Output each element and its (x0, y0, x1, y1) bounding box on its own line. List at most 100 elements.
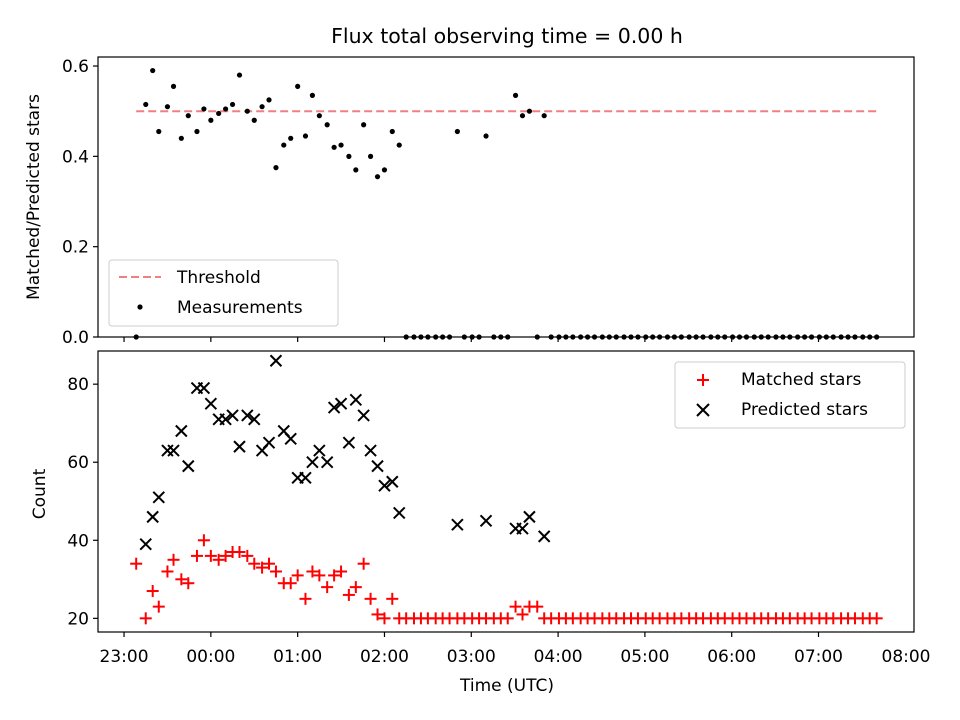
predicted-star-b (226, 409, 239, 422)
bottom-x-tick-label: 01:00 (273, 647, 322, 667)
measurement-point (143, 101, 149, 108)
legend-measurements-label: Measurements (177, 298, 303, 318)
measurement-point (150, 67, 156, 74)
measurement-point (526, 108, 533, 114)
matched-star-point (516, 608, 529, 621)
matched-star-point (269, 565, 282, 578)
predicted-star-point (226, 409, 239, 422)
bottom-x-tick-label: 07:00 (794, 647, 843, 667)
matched-star-point (241, 549, 254, 562)
bottom-y-tick-label: 40 (67, 531, 89, 551)
predicted-star-point (284, 432, 297, 446)
measurement-point (512, 92, 519, 98)
matched-star-point (152, 600, 165, 613)
predicted-star-point (364, 444, 377, 457)
matched-star-point (248, 557, 261, 570)
predicted-star-point (342, 436, 356, 449)
predicted-star-b (451, 518, 464, 531)
legend-predicted-swatch (696, 403, 710, 417)
measurement-point (244, 108, 250, 114)
predicted-star-b (516, 522, 529, 535)
measurement-point (259, 104, 265, 110)
measurement-point (201, 106, 207, 112)
predicted-star-point (349, 393, 363, 406)
matched-star-point (501, 612, 514, 625)
bottom-y-ticks: 20 40 60 80 (67, 375, 98, 629)
predicted-star-point (327, 401, 341, 414)
predicted-star-point (219, 413, 232, 426)
matched-star-point (349, 581, 362, 594)
measurement-point (316, 113, 322, 119)
measurement-point (194, 128, 200, 135)
bottom-y-tick-label: 20 (67, 609, 89, 629)
matched-star-point (357, 557, 370, 570)
matched-star-point (371, 608, 384, 621)
predicted-star-point (451, 518, 464, 531)
predicted-star-point (197, 381, 211, 395)
predicted-star-b (152, 491, 165, 504)
matched-star-point (146, 585, 159, 598)
legend-predicted-label: Predicted stars (741, 400, 868, 420)
predicted-star-b (364, 444, 377, 457)
predicted-star-b (284, 432, 297, 446)
predicted-star-point (393, 506, 406, 520)
matched-star-point (870, 612, 883, 625)
legend-matched-label: Matched stars (741, 370, 861, 390)
top-panel: 0.0 0.2 0.4 0.6 Matched/Predicted stars Thr… (24, 56, 915, 348)
predicted-star-b (262, 436, 276, 449)
predicted-star-b (378, 479, 391, 492)
measurement-point (367, 153, 374, 159)
predicted-star-b (277, 424, 290, 438)
matched-star-point (386, 592, 399, 605)
predicted-star-point (516, 522, 529, 535)
predicted-star-b (320, 456, 334, 469)
measurement-point (302, 133, 309, 139)
predicted-star-b (386, 475, 399, 488)
predicted-star-point (523, 510, 536, 524)
measurement-point (324, 122, 330, 128)
measurement-point (454, 128, 460, 135)
measurement-point (178, 135, 184, 141)
bottom-x-tick-label: 08:00 (882, 647, 931, 667)
bottom-panel: 20 40 60 80 23:00 00:00 01:00 02:00 03:00 04:00 0… (30, 350, 931, 696)
predicted-star-point (175, 424, 188, 438)
predicted-star-b (175, 424, 188, 438)
bottom-y-axis-label: Count (30, 468, 50, 519)
predicted-star-b (393, 506, 406, 520)
bottom-x-tick-label: 05:00 (620, 647, 669, 667)
predicted-star-point (313, 444, 326, 457)
matched-star-point (204, 549, 217, 562)
legend-threshold-label: Threshold (176, 268, 261, 288)
measurement-point (164, 104, 171, 110)
top-y-ticks: 0.0 0.2 0.4 0.6 (62, 57, 98, 348)
top-legend-box (108, 259, 339, 327)
matched-star-point (233, 545, 246, 558)
bottom-legend: Matched stars Predicted stars (674, 361, 906, 429)
predicted-star-point (182, 459, 195, 473)
predicted-star-point (537, 530, 551, 543)
predicted-star-b (248, 413, 261, 426)
predicted-star-point (357, 409, 370, 422)
matched-star-point (219, 549, 232, 562)
predicted-star-b (327, 401, 341, 414)
chart-title: Flux total observing time = 0.00 h (331, 24, 683, 48)
predicted-star-point (262, 436, 276, 449)
bottom-x-tick-label: 00:00 (186, 647, 235, 667)
measurement-point (185, 113, 191, 119)
matched-star-point (378, 612, 391, 625)
top-x-ticks (123, 337, 820, 342)
matched-star-point (509, 600, 522, 613)
predicted-star-b (306, 456, 319, 469)
predicted-star-point (299, 471, 312, 485)
matched-star-point (531, 600, 544, 613)
measurement-point (396, 142, 402, 148)
predicted-star-point (378, 479, 391, 492)
matched-star-point (212, 553, 225, 566)
bottom-legend-box (674, 361, 906, 429)
predicted-star-point (479, 514, 493, 527)
predicted-star-b (182, 459, 195, 473)
predicted-star-point (306, 456, 319, 469)
legend-measurements-swatch (137, 304, 143, 310)
